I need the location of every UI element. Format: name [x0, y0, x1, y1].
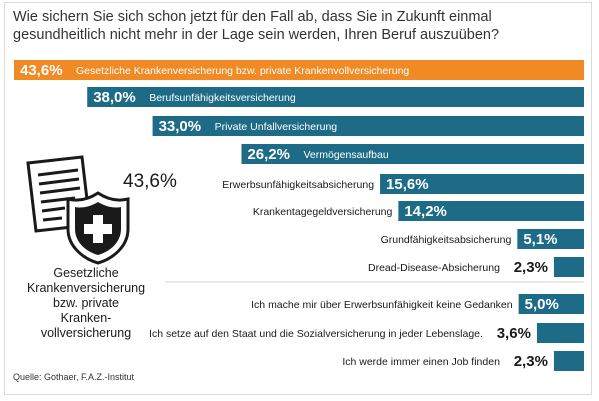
value-label: 3,6% [497, 325, 531, 342]
highlight-label-line: Kranken- [60, 311, 112, 325]
category-label: Private Unfallversicherung [215, 121, 338, 133]
category-label: Ich setze auf den Staat und die Sozialve… [149, 328, 483, 340]
category-label: Dread-Disease-Absicherung [368, 262, 500, 274]
bar [517, 229, 584, 249]
bar [536, 323, 584, 343]
bar-row: 2,3% Dread-Disease-Absicherung [368, 257, 584, 277]
value-label: 43,6% [20, 62, 63, 79]
value-label: 5,1% [523, 231, 557, 248]
category-label: Erwerbsunfähigkeitsabsicherung [222, 179, 374, 191]
bar-row: 14,2% Krankentagegeldversicherung [253, 201, 584, 221]
bar [553, 257, 584, 277]
bar-row: 5,1% Grundfähigkeitsabsicherung [381, 229, 584, 249]
bar-row: 15,6% Erwerbsunfähigkeitsabsicherung [222, 174, 584, 194]
bar-row: 43,6% Gesetzliche Krankenversicherung bzw… [14, 60, 584, 80]
value-label: 2,3% [514, 259, 548, 276]
bar-row: 33,0% Private Unfallversicherung [152, 116, 584, 136]
bar-row: 5,0% Ich mache mir über Erwerbsunfähigkei… [251, 294, 584, 314]
bar [87, 87, 585, 107]
value-label: 2,3% [514, 353, 548, 370]
bar [398, 201, 584, 221]
insurance-illustration [20, 155, 130, 265]
highlight-label-line: Krankenversicherung [26, 281, 146, 295]
highlight-label: Gesetzliche Krankenversicherung bzw. pri… [12, 266, 160, 341]
category-label: Grundfähigkeitsabsicherung [381, 234, 512, 246]
bar [518, 294, 584, 314]
bar [14, 60, 584, 80]
value-label: 15,6% [386, 176, 429, 193]
category-label: Berufsunfähigkeitsversicherung [149, 92, 296, 104]
value-label: 5,0% [525, 296, 559, 313]
value-label: 38,0% [93, 89, 136, 106]
highlight-label-line: Gesetzliche [53, 266, 119, 280]
category-label: Gesetzliche Krankenversicherung bzw. pri… [76, 65, 409, 77]
category-label: Krankentagegeldversicherung [253, 206, 393, 218]
value-label: 26,2% [247, 146, 290, 163]
category-label: Ich werde immer einen Job finden [342, 356, 500, 368]
bar [380, 174, 584, 194]
chart-question: Wie sichern Sie sich schon jetzt für den… [13, 9, 500, 43]
bar-row: 3,6% Ich setze auf den Staat und die Sozi… [149, 323, 584, 343]
bar-row: 38,0% Berufsunfähigkeitsversicherung [87, 87, 585, 107]
value-label: 33,0% [159, 118, 202, 135]
bar [241, 144, 585, 164]
bar [553, 351, 584, 371]
highlight-percentage: 43,6% [123, 171, 177, 192]
bar-row: 26,2% Vermögensaufbau [241, 144, 585, 164]
bar [152, 116, 584, 136]
source-note: Quelle: Gothaer, F.A.Z.-Institut [13, 372, 135, 382]
highlight-label-line: bzw. private [52, 296, 119, 310]
category-label: Vermögensaufbau [303, 149, 388, 161]
bar-row: 2,3% Ich werde immer einen Job finden [342, 351, 584, 371]
category-label: Ich mache mir über Erwerbsunfähigkeit ke… [251, 299, 513, 311]
value-label: 14,2% [404, 203, 447, 220]
shield-cross-icon [66, 191, 130, 265]
highlight-label-line: vollversicherung [40, 326, 132, 340]
